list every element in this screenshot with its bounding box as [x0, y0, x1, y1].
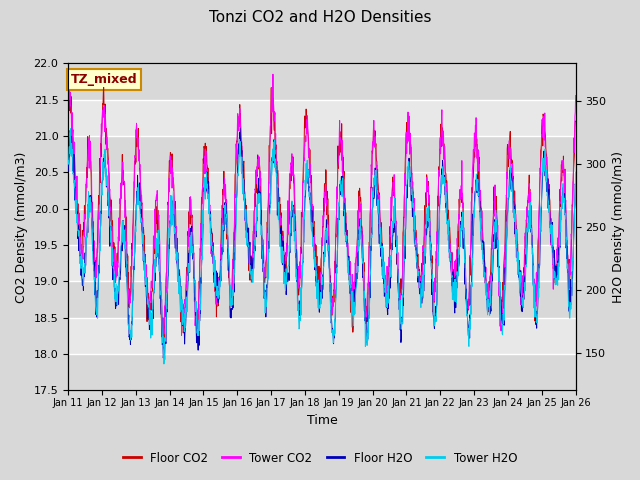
Bar — [68, 172, 575, 209]
Text: TZ_mixed: TZ_mixed — [70, 73, 138, 86]
Legend: Floor CO2, Tower CO2, Floor H2O, Tower H2O: Floor CO2, Tower CO2, Floor H2O, Tower H… — [118, 447, 522, 469]
Bar — [68, 63, 575, 100]
Bar — [68, 209, 575, 245]
Y-axis label: H2O Density (mmol/m3): H2O Density (mmol/m3) — [612, 151, 625, 303]
Bar — [68, 354, 575, 390]
Bar — [68, 318, 575, 354]
Y-axis label: CO2 Density (mmol/m3): CO2 Density (mmol/m3) — [15, 151, 28, 302]
X-axis label: Time: Time — [307, 414, 337, 427]
Text: Tonzi CO2 and H2O Densities: Tonzi CO2 and H2O Densities — [209, 10, 431, 24]
Bar — [68, 136, 575, 172]
Bar — [68, 100, 575, 136]
Bar — [68, 281, 575, 318]
Bar — [68, 245, 575, 281]
